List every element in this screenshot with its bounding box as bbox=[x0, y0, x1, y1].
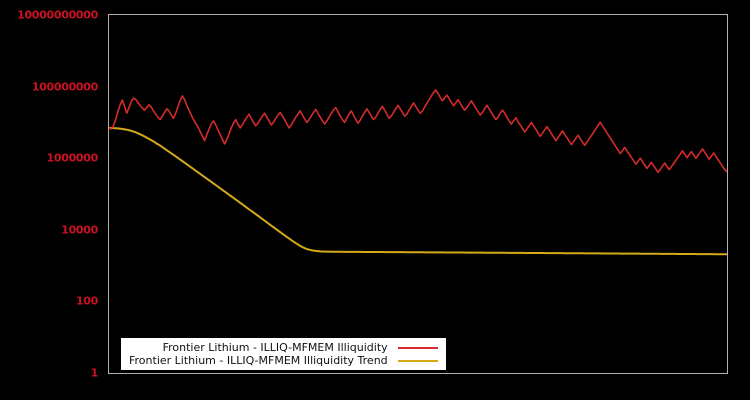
y-tick-label: 100 bbox=[75, 294, 98, 308]
legend: Frontier Lithium - ILLIQ-MFMEM Illiquidi… bbox=[121, 338, 446, 370]
plot-area bbox=[108, 14, 728, 374]
legend-label: Frontier Lithium - ILLIQ-MFMEM Illiquidi… bbox=[162, 341, 388, 354]
series-line-illiquidity bbox=[109, 89, 727, 174]
legend-entry[interactable]: Frontier Lithium - ILLIQ-MFMEM Illiquidi… bbox=[129, 341, 440, 354]
legend-entry[interactable]: Frontier Lithium - ILLIQ-MFMEM Illiquidi… bbox=[129, 354, 440, 367]
y-axis: 10000000000 100000000 1000000 10000 100 1 bbox=[0, 0, 108, 400]
y-tick-label: 100000000 bbox=[31, 80, 98, 94]
plot-svg bbox=[109, 89, 727, 256]
series-line-trend bbox=[109, 126, 727, 256]
y-tick-label: 10000000000 bbox=[17, 8, 98, 22]
y-tick-label: 1000000 bbox=[46, 151, 99, 165]
legend-label: Frontier Lithium - ILLIQ-MFMEM Illiquidi… bbox=[129, 354, 388, 367]
legend-line-swatch bbox=[397, 359, 438, 362]
y-tick-label: 1 bbox=[90, 366, 99, 380]
legend-line-swatch bbox=[397, 346, 438, 349]
y-tick-label: 10000 bbox=[61, 223, 98, 237]
